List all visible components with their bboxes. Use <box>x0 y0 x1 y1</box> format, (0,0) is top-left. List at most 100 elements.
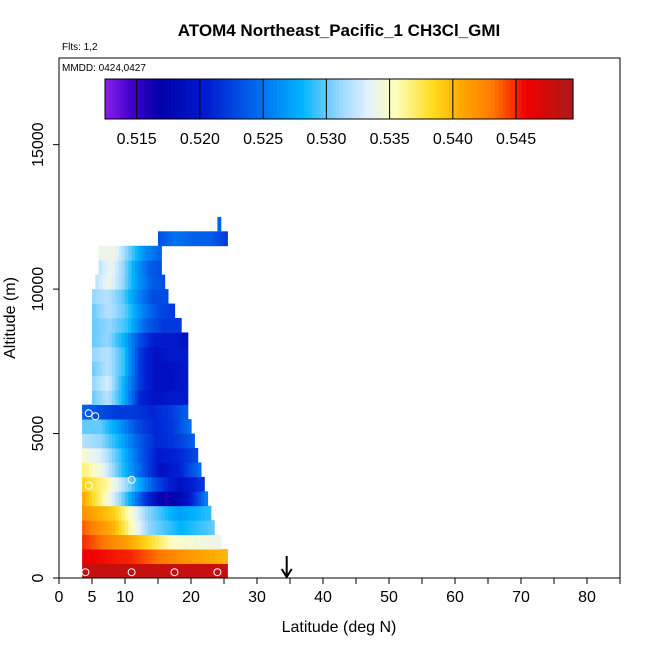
heatmap-cell <box>217 231 222 247</box>
heatmap-cell <box>164 520 169 536</box>
heatmap-cell <box>111 505 116 521</box>
colorbar-segment <box>401 79 406 119</box>
heatmap-cell <box>131 303 136 319</box>
y-axis-title: Altitude (m) <box>2 277 19 359</box>
colorbar-segment <box>502 79 508 119</box>
heatmap-cell <box>138 404 143 420</box>
heatmap-cell <box>187 520 192 536</box>
heatmap-cell <box>131 505 136 521</box>
heatmap-cell <box>118 274 123 290</box>
heatmap-cell <box>125 361 129 377</box>
heatmap-cell <box>98 534 103 550</box>
heatmap-cell <box>118 346 123 362</box>
heatmap-cell <box>128 491 133 507</box>
heatmap-cell <box>154 332 159 348</box>
colorbar-segment <box>495 79 500 119</box>
heatmap-cell <box>138 491 143 507</box>
heatmap-cell <box>111 476 116 492</box>
heatmap-cell <box>111 433 116 449</box>
heatmap-cell <box>95 375 100 391</box>
heatmap-cell <box>138 448 143 463</box>
heatmap-cell <box>111 346 116 362</box>
heatmap-cell <box>161 448 166 463</box>
colorbar-segment <box>436 79 441 119</box>
heatmap-cell <box>108 303 113 319</box>
heatmap-cell <box>141 289 146 304</box>
heatmap-cell <box>144 448 149 463</box>
heatmap-cell <box>115 390 119 406</box>
heatmap-cell <box>88 520 93 536</box>
heatmap-cell <box>181 462 185 478</box>
colorbar-segment <box>147 79 153 119</box>
heatmap-cell <box>220 231 225 247</box>
heatmap-cell <box>210 231 215 247</box>
heatmap-cell <box>134 419 139 434</box>
colorbar-tick-label: 0.520 <box>180 131 220 148</box>
heatmap-cell <box>101 433 106 449</box>
heatmap-cell <box>141 346 146 362</box>
heatmap-cell <box>151 260 156 276</box>
colorbar-segment <box>284 79 289 119</box>
heatmap-cell <box>131 375 136 391</box>
heatmap-cell <box>111 375 116 391</box>
heatmap-cell <box>171 505 176 521</box>
heatmap-cell <box>141 375 146 391</box>
heatmap-cell <box>161 491 166 507</box>
heatmap-cell <box>207 549 212 564</box>
heatmap-cell <box>121 390 126 406</box>
heatmap-cell <box>174 231 179 247</box>
heatmap-cell <box>154 520 159 536</box>
heatmap-cell <box>101 476 106 492</box>
heatmap-cell <box>118 260 123 276</box>
heatmap-cell <box>105 318 110 333</box>
heatmap-cell <box>167 404 172 420</box>
heatmap-cell <box>108 462 113 478</box>
heatmap-cell <box>128 375 133 391</box>
heatmap-cell <box>128 274 133 290</box>
colorbar-segment <box>456 79 461 119</box>
heatmap-cell <box>151 318 156 333</box>
heatmap-cell <box>151 390 156 406</box>
heatmap-cell <box>141 462 146 478</box>
heatmap-cell <box>184 462 189 478</box>
colorbar-segment <box>116 79 122 119</box>
heatmap-cell <box>82 549 86 564</box>
heatmap-cell <box>121 260 126 276</box>
heatmap-cell <box>115 361 119 377</box>
heatmap-cell <box>128 462 133 478</box>
heatmap-cell <box>164 390 169 406</box>
heatmap-cell <box>138 332 143 348</box>
heatmap-cell <box>177 419 182 434</box>
colorbar-segment <box>354 79 360 119</box>
heatmap-cell <box>181 505 185 521</box>
heatmap-cell <box>154 491 159 507</box>
heatmap-cell <box>184 375 189 391</box>
heatmap-cell <box>171 549 176 564</box>
heatmap-cell <box>194 448 199 463</box>
heatmap-cell <box>200 505 205 521</box>
heatmap-cell <box>148 289 152 304</box>
heatmap-cell <box>108 448 113 463</box>
heatmap-cell <box>158 289 162 304</box>
heatmap-cell <box>151 375 156 391</box>
heatmap-cell <box>134 448 139 463</box>
heatmap-cell <box>118 534 123 550</box>
heatmap-cell <box>158 260 162 276</box>
heatmap-cell <box>98 491 103 507</box>
heatmap-cell <box>171 231 176 247</box>
heatmap-cell <box>95 534 100 550</box>
heatmap-cell <box>82 448 86 463</box>
colorbar-segment <box>112 79 118 119</box>
colorbar-segment <box>257 79 262 119</box>
heatmap-cell <box>167 361 172 377</box>
heatmap-cell <box>125 332 129 348</box>
heatmap-cell <box>92 361 96 377</box>
heatmap-cell <box>174 375 179 391</box>
heatmap-cell <box>164 448 169 463</box>
heatmap-cell <box>161 476 166 492</box>
heatmap-cell <box>138 245 143 261</box>
heatmap-cell <box>101 491 106 507</box>
heatmap-cell <box>200 476 205 492</box>
heatmap-cell <box>187 476 192 492</box>
heatmap-cell <box>187 549 192 564</box>
